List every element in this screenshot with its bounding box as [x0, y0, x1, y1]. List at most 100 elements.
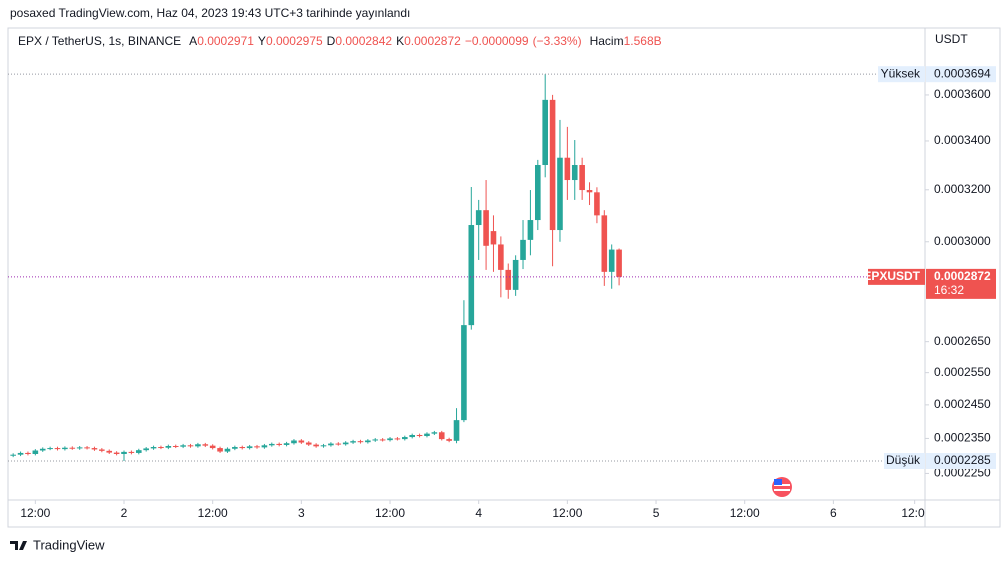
candle-body: [261, 445, 268, 448]
candle-body: [468, 225, 475, 326]
candle-body: [328, 443, 334, 446]
countdown: 16:32: [934, 283, 964, 297]
candle-body: [350, 441, 356, 443]
x-tick-label: 2: [121, 506, 128, 520]
candle-body: [335, 443, 342, 445]
high-tag-label: Yüksek: [881, 66, 921, 80]
y-tick-label: 0.0002350: [934, 431, 991, 445]
candle-body: [128, 451, 135, 453]
candle-body: [246, 446, 253, 449]
last-value-box: [926, 268, 996, 299]
candle-body: [616, 249, 622, 277]
volume-key: Hacim: [590, 34, 624, 48]
candle-body: [135, 450, 142, 453]
candle-body: [172, 445, 179, 447]
candle-body: [357, 441, 364, 443]
candle-body: [54, 448, 61, 450]
candle-body: [512, 259, 519, 290]
ohlc-value: 0.0002975: [266, 34, 323, 48]
candle-body: [402, 437, 408, 440]
x-tick-label: 3: [298, 506, 305, 520]
y-tick-label: 0.0002650: [934, 334, 991, 348]
candle-body: [99, 449, 105, 451]
candle-body: [121, 451, 127, 454]
low-value: 0.0002285: [934, 453, 991, 467]
currency: USDT: [935, 32, 968, 46]
candle-body: [342, 442, 349, 445]
candle-body: [424, 433, 430, 437]
candle-body: [557, 157, 563, 231]
candle-body: [372, 439, 379, 441]
candle-body: [564, 157, 571, 181]
candle-body: [165, 445, 172, 448]
ohlc-key: Y: [258, 34, 266, 48]
candle-body: [320, 445, 327, 447]
candle-body: [305, 442, 312, 445]
candle-body: [217, 448, 223, 452]
candle-body: [232, 447, 238, 449]
high-value: 0.0003694: [934, 66, 991, 80]
ohlc-key: A: [189, 34, 197, 48]
ohlc-key: D: [327, 34, 336, 48]
brand-logo: [10, 541, 27, 550]
candle-body: [91, 448, 98, 450]
candle-body: [505, 269, 512, 290]
candle-body: [409, 434, 415, 438]
last-tag-label: EPXUSDT: [863, 269, 920, 283]
candle-body: [276, 443, 282, 445]
ohlc-value: 0.0002971: [197, 34, 254, 48]
ohlc-value: 0.0002842: [335, 34, 392, 48]
y-tick-label: 0.0003200: [934, 182, 991, 196]
candle-body: [453, 420, 460, 441]
candle-body: [431, 432, 438, 434]
y-tick-label: 0.0002250: [934, 466, 991, 480]
candle-body: [490, 231, 497, 245]
candle-body: [180, 445, 186, 447]
candle-body: [608, 249, 615, 272]
x-tick-label: 12:00: [375, 506, 405, 520]
x-tick-label: 12:0: [901, 506, 925, 520]
high-tag: [878, 66, 925, 83]
x-tick-label: 12:00: [730, 506, 760, 520]
candle-body: [62, 447, 68, 450]
candle-body: [158, 447, 164, 449]
low-tag-label: Düşük: [886, 453, 921, 467]
y-tick-label: 0.0003000: [934, 234, 991, 248]
candle-body: [202, 444, 209, 446]
last-value: 0.0002872: [934, 269, 991, 283]
volume-value: 1.568B: [624, 34, 662, 48]
last-tag: [868, 268, 925, 285]
candle-body: [586, 190, 593, 193]
candle-body: [47, 448, 53, 450]
change-pct: (−3.33%): [533, 34, 582, 48]
candle-body: [571, 165, 578, 181]
x-tick-label: 4: [475, 506, 482, 520]
candle-body: [438, 432, 445, 440]
candle-body: [39, 448, 46, 451]
y-tick-label: 0.0003400: [934, 133, 991, 147]
candle-body: [150, 447, 157, 449]
candle-body: [527, 220, 534, 240]
candle-body: [461, 325, 467, 421]
candle-body: [394, 438, 401, 440]
brand: TradingView: [33, 537, 105, 552]
x-tick-label: 12:00: [552, 506, 582, 520]
low-value-box: [926, 453, 996, 470]
candle-body: [25, 452, 31, 454]
candle-body: [446, 439, 452, 441]
candle-body: [542, 99, 548, 166]
candle-body: [187, 445, 194, 447]
candle-body: [283, 443, 290, 445]
candle-body: [535, 165, 541, 221]
candle-body: [387, 438, 393, 441]
candle-body: [365, 440, 371, 443]
candle-body: [268, 443, 275, 446]
candle-body: [549, 99, 556, 231]
candle-body: [298, 440, 305, 443]
candle-body: [594, 192, 600, 216]
change: −0.0000099: [465, 34, 529, 48]
x-tick-label: 6: [830, 506, 837, 520]
candle-body: [520, 239, 526, 260]
candle-body: [143, 448, 149, 451]
